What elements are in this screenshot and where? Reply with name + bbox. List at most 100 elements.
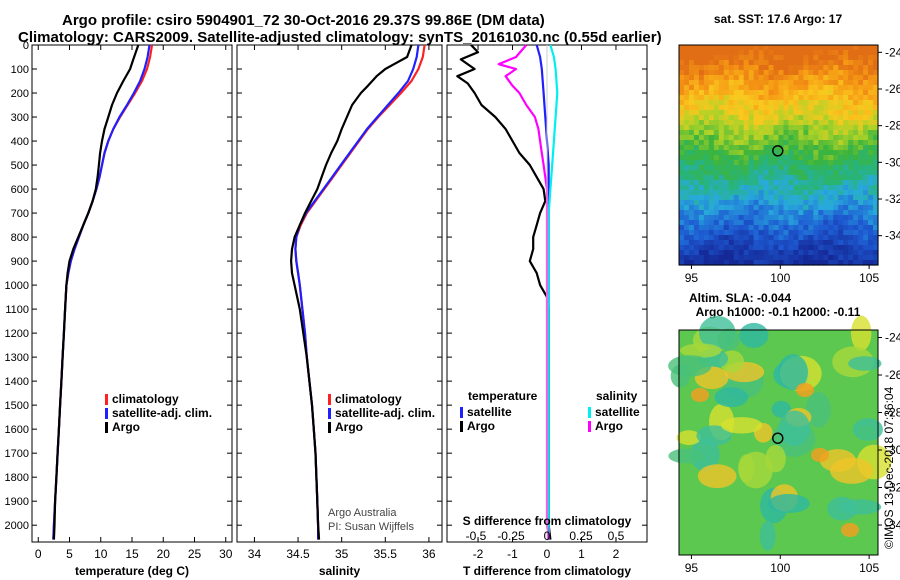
sst-cell bbox=[773, 255, 780, 261]
sst-cell bbox=[748, 95, 755, 101]
sst-cell bbox=[813, 140, 819, 146]
sst-cell bbox=[758, 255, 765, 261]
sst-cell bbox=[813, 180, 819, 186]
sst-cell bbox=[838, 95, 844, 101]
sst-cell bbox=[823, 55, 829, 61]
sst-cell bbox=[823, 100, 829, 106]
sst-cell bbox=[848, 140, 854, 146]
sst-cell bbox=[773, 155, 780, 161]
sst-cell bbox=[703, 155, 710, 161]
sst-cell bbox=[823, 85, 829, 91]
sst-cell bbox=[683, 165, 690, 171]
sst-cell bbox=[873, 235, 879, 241]
sst-cell bbox=[738, 100, 745, 106]
sst-cell bbox=[858, 135, 864, 141]
x-tick-label: -2 bbox=[473, 547, 484, 561]
sst-cell bbox=[753, 155, 760, 161]
sst-cell bbox=[679, 65, 685, 71]
sst-cell bbox=[858, 85, 864, 91]
sst-cell bbox=[793, 220, 799, 226]
sst-cell bbox=[688, 130, 695, 136]
x-tick-label: 20 bbox=[157, 547, 171, 561]
sst-cell bbox=[818, 130, 824, 136]
sst-cell bbox=[808, 180, 814, 186]
sst-cell bbox=[768, 110, 775, 116]
sst-cell bbox=[693, 90, 700, 96]
sst-cell bbox=[703, 55, 710, 61]
sst-cell bbox=[803, 260, 809, 266]
sst-cell bbox=[773, 80, 780, 86]
sst-cell bbox=[858, 195, 864, 201]
sst-cell bbox=[803, 50, 809, 56]
sst-cell bbox=[848, 165, 854, 171]
sst-cell bbox=[723, 120, 730, 126]
sst-cell bbox=[833, 245, 839, 251]
sst-cell bbox=[768, 205, 775, 211]
sst-cell bbox=[823, 160, 829, 166]
sst-cell bbox=[783, 225, 790, 231]
sst-cell bbox=[848, 85, 854, 91]
sst-cell bbox=[823, 185, 829, 191]
sst-cell bbox=[693, 50, 700, 56]
sst-cell bbox=[798, 195, 804, 201]
sst-cell bbox=[853, 120, 859, 126]
sst-cell bbox=[753, 135, 760, 141]
sst-cell bbox=[693, 180, 700, 186]
sst-cell bbox=[793, 225, 799, 231]
sst-cell bbox=[708, 210, 715, 216]
sst-cell bbox=[773, 195, 780, 201]
sst-cell bbox=[868, 185, 874, 191]
sst-cell bbox=[703, 240, 710, 246]
sst-cell bbox=[693, 205, 700, 211]
sst-cell bbox=[703, 165, 710, 171]
sst-cell bbox=[793, 235, 799, 241]
sst-cell bbox=[763, 250, 770, 256]
sst-cell bbox=[808, 85, 814, 91]
sst-cell bbox=[798, 75, 804, 81]
sst-cell bbox=[833, 110, 839, 116]
s-tick-label: 0.25 bbox=[569, 529, 593, 543]
sst-cell bbox=[723, 45, 730, 51]
sst-cell bbox=[838, 235, 844, 241]
temperature-profile: 0100200300400500600700800900100011001200… bbox=[5, 40, 233, 578]
sst-cell bbox=[688, 150, 695, 156]
sst-cell bbox=[803, 215, 809, 221]
sst-cell bbox=[818, 160, 824, 166]
sst-cell bbox=[823, 210, 829, 216]
sst-cell bbox=[733, 170, 740, 176]
sst-cell bbox=[788, 245, 795, 251]
sst-cell bbox=[828, 235, 834, 241]
sst-cell bbox=[873, 150, 879, 156]
sst-cell bbox=[798, 155, 804, 161]
sst-cell bbox=[743, 185, 750, 191]
sst-cell bbox=[733, 165, 740, 171]
sst-cell bbox=[798, 120, 804, 126]
sst-cell bbox=[853, 160, 859, 166]
sst-cell bbox=[708, 155, 715, 161]
sst-cell bbox=[788, 50, 795, 56]
sst-cell bbox=[848, 70, 854, 76]
sst-cell bbox=[688, 60, 695, 66]
sst-cell bbox=[728, 125, 735, 131]
sst-cell bbox=[718, 190, 725, 196]
sst-cell bbox=[693, 200, 700, 206]
sst-cell bbox=[803, 45, 809, 51]
sst-cell bbox=[703, 220, 710, 226]
sst-cell bbox=[698, 100, 705, 106]
sst-cell bbox=[848, 195, 854, 201]
sst-cell bbox=[738, 95, 745, 101]
sst-cell bbox=[718, 180, 725, 186]
sst-cell bbox=[793, 180, 799, 186]
sst-cell bbox=[688, 190, 695, 196]
sst-cell bbox=[873, 215, 879, 221]
sst-cell bbox=[698, 135, 705, 141]
sst-cell bbox=[823, 140, 829, 146]
sst-cell bbox=[693, 215, 700, 221]
sst-cell bbox=[863, 175, 869, 181]
sst-cell bbox=[803, 185, 809, 191]
sst-cell bbox=[718, 110, 725, 116]
sst-cell bbox=[843, 240, 849, 246]
sst-cell bbox=[733, 155, 740, 161]
sst-cell bbox=[679, 195, 685, 201]
sst-cell bbox=[753, 165, 760, 171]
